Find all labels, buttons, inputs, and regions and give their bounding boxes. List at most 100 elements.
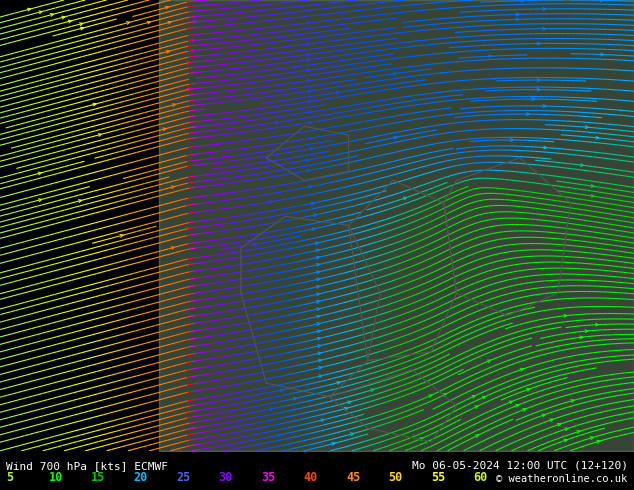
FancyArrowPatch shape bbox=[318, 359, 321, 362]
FancyArrowPatch shape bbox=[254, 243, 256, 246]
FancyArrowPatch shape bbox=[517, 18, 519, 21]
FancyArrowPatch shape bbox=[585, 330, 588, 333]
FancyArrowPatch shape bbox=[591, 185, 594, 187]
FancyArrowPatch shape bbox=[581, 164, 583, 167]
FancyArrowPatch shape bbox=[307, 22, 309, 24]
FancyArrowPatch shape bbox=[585, 126, 588, 128]
FancyArrowPatch shape bbox=[61, 16, 65, 19]
FancyArrowPatch shape bbox=[316, 278, 320, 281]
FancyArrowPatch shape bbox=[488, 360, 491, 363]
FancyArrowPatch shape bbox=[309, 122, 312, 124]
FancyArrowPatch shape bbox=[537, 79, 540, 81]
FancyArrowPatch shape bbox=[276, 121, 278, 124]
FancyArrowPatch shape bbox=[316, 249, 319, 252]
FancyArrowPatch shape bbox=[429, 395, 432, 397]
FancyArrowPatch shape bbox=[509, 401, 512, 404]
FancyArrowPatch shape bbox=[537, 88, 540, 91]
FancyArrowPatch shape bbox=[510, 139, 514, 141]
FancyArrowPatch shape bbox=[316, 286, 320, 288]
FancyArrowPatch shape bbox=[309, 137, 313, 140]
FancyArrowPatch shape bbox=[310, 147, 313, 150]
FancyArrowPatch shape bbox=[472, 395, 476, 398]
FancyArrowPatch shape bbox=[565, 428, 568, 431]
FancyArrowPatch shape bbox=[172, 104, 176, 106]
Text: 55: 55 bbox=[431, 471, 445, 484]
FancyArrowPatch shape bbox=[371, 389, 374, 392]
FancyArrowPatch shape bbox=[344, 407, 347, 410]
FancyArrowPatch shape bbox=[186, 227, 190, 230]
FancyArrowPatch shape bbox=[307, 69, 310, 72]
FancyArrowPatch shape bbox=[316, 300, 320, 303]
FancyArrowPatch shape bbox=[595, 323, 598, 326]
FancyArrowPatch shape bbox=[527, 389, 530, 391]
FancyArrowPatch shape bbox=[516, 404, 519, 407]
FancyArrowPatch shape bbox=[544, 146, 547, 149]
FancyArrowPatch shape bbox=[311, 202, 314, 205]
FancyArrowPatch shape bbox=[165, 6, 169, 9]
FancyArrowPatch shape bbox=[294, 66, 297, 69]
FancyArrowPatch shape bbox=[81, 27, 84, 30]
FancyArrowPatch shape bbox=[79, 200, 82, 202]
FancyArrowPatch shape bbox=[306, 159, 309, 162]
FancyArrowPatch shape bbox=[348, 401, 351, 404]
FancyArrowPatch shape bbox=[476, 435, 479, 438]
FancyArrowPatch shape bbox=[564, 315, 567, 317]
FancyArrowPatch shape bbox=[316, 264, 320, 266]
FancyArrowPatch shape bbox=[597, 441, 600, 443]
FancyArrowPatch shape bbox=[316, 308, 320, 311]
Text: 25: 25 bbox=[176, 471, 190, 484]
FancyArrowPatch shape bbox=[233, 251, 236, 254]
FancyArrowPatch shape bbox=[223, 193, 226, 195]
FancyArrowPatch shape bbox=[571, 400, 574, 402]
FancyArrowPatch shape bbox=[168, 21, 171, 24]
FancyArrowPatch shape bbox=[191, 49, 195, 52]
Text: 15: 15 bbox=[91, 471, 105, 484]
FancyArrowPatch shape bbox=[187, 62, 190, 64]
FancyArrowPatch shape bbox=[309, 186, 311, 188]
FancyArrowPatch shape bbox=[351, 433, 354, 436]
FancyArrowPatch shape bbox=[318, 345, 321, 347]
FancyArrowPatch shape bbox=[337, 382, 340, 384]
FancyArrowPatch shape bbox=[269, 200, 272, 203]
FancyArrowPatch shape bbox=[564, 439, 567, 442]
FancyArrowPatch shape bbox=[307, 79, 311, 82]
FancyArrowPatch shape bbox=[120, 234, 123, 237]
FancyArrowPatch shape bbox=[191, 39, 195, 42]
FancyArrowPatch shape bbox=[543, 27, 546, 30]
FancyArrowPatch shape bbox=[317, 322, 320, 325]
Text: 60: 60 bbox=[474, 471, 488, 484]
Text: 40: 40 bbox=[304, 471, 318, 484]
Text: 35: 35 bbox=[261, 471, 275, 484]
FancyArrowPatch shape bbox=[443, 394, 446, 396]
Text: Wind 700 hPa [kts] ECMWF: Wind 700 hPa [kts] ECMWF bbox=[6, 461, 169, 470]
FancyArrowPatch shape bbox=[307, 90, 311, 93]
FancyArrowPatch shape bbox=[93, 103, 96, 106]
FancyArrowPatch shape bbox=[267, 160, 270, 163]
FancyArrowPatch shape bbox=[542, 414, 545, 417]
FancyArrowPatch shape bbox=[316, 256, 320, 259]
FancyArrowPatch shape bbox=[187, 88, 190, 91]
FancyArrowPatch shape bbox=[527, 113, 529, 116]
FancyArrowPatch shape bbox=[277, 434, 280, 437]
FancyArrowPatch shape bbox=[312, 228, 315, 230]
FancyArrowPatch shape bbox=[489, 55, 491, 58]
FancyArrowPatch shape bbox=[217, 143, 221, 146]
FancyArrowPatch shape bbox=[80, 23, 82, 25]
Text: 10: 10 bbox=[49, 471, 63, 484]
FancyArrowPatch shape bbox=[307, 58, 310, 61]
FancyArrowPatch shape bbox=[269, 408, 273, 411]
Text: © weatheronline.co.uk: © weatheronline.co.uk bbox=[496, 474, 628, 484]
FancyArrowPatch shape bbox=[521, 0, 524, 2]
FancyArrowPatch shape bbox=[68, 20, 71, 23]
FancyArrowPatch shape bbox=[601, 53, 604, 56]
FancyArrowPatch shape bbox=[171, 186, 174, 189]
FancyArrowPatch shape bbox=[163, 128, 166, 131]
FancyArrowPatch shape bbox=[394, 136, 397, 139]
FancyArrowPatch shape bbox=[318, 338, 320, 340]
FancyArrowPatch shape bbox=[321, 419, 324, 421]
FancyArrowPatch shape bbox=[314, 214, 317, 217]
FancyArrowPatch shape bbox=[227, 24, 230, 26]
FancyArrowPatch shape bbox=[308, 100, 311, 103]
FancyArrowPatch shape bbox=[538, 42, 540, 45]
FancyArrowPatch shape bbox=[550, 419, 553, 421]
